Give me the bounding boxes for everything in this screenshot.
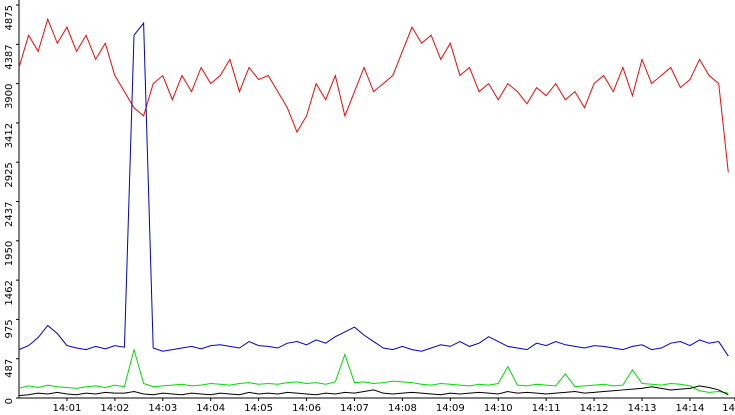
y-tick-label: 975 <box>4 319 15 338</box>
x-tick-label: 14:07 <box>340 403 369 414</box>
x-tick-label: 14:01 <box>53 403 82 414</box>
x-tick-label: 14:02 <box>100 403 129 414</box>
y-tick-label: 3412 <box>4 123 15 148</box>
y-tick-label: 3900 <box>4 84 15 109</box>
x-tick-label: 14:03 <box>148 403 177 414</box>
x-tick-label: 14:04 <box>196 403 225 414</box>
y-tick-label: 2437 <box>4 202 15 227</box>
y-tick-label: 4387 <box>4 44 15 69</box>
x-tick-label: 14:08 <box>388 403 417 414</box>
x-tick-label: 14:09 <box>436 403 465 414</box>
x-tick-label: 14:05 <box>244 403 273 414</box>
series-line <box>18 385 729 397</box>
y-tick-label: 2925 <box>4 162 15 187</box>
x-tick-label: 14:11 <box>532 403 561 414</box>
series-line <box>18 17 729 173</box>
y-tick-label: 487 <box>4 359 15 378</box>
x-tick-label: 14:13 <box>628 403 657 414</box>
y-tick-label: 1462 <box>4 280 15 305</box>
x-tick-label: 14:12 <box>580 403 609 414</box>
y-tick-label: 1950 <box>4 241 15 266</box>
y-tick-label: 0 <box>4 398 15 404</box>
x-tick-label: 14:14 <box>676 403 705 414</box>
x-tick-label: 14 <box>722 403 735 414</box>
series-line <box>18 347 729 394</box>
x-tick-label: 14:10 <box>484 403 513 414</box>
y-tick-label: 4875 <box>4 5 15 30</box>
series-line <box>18 21 729 357</box>
x-tick-label: 14:06 <box>292 403 321 414</box>
